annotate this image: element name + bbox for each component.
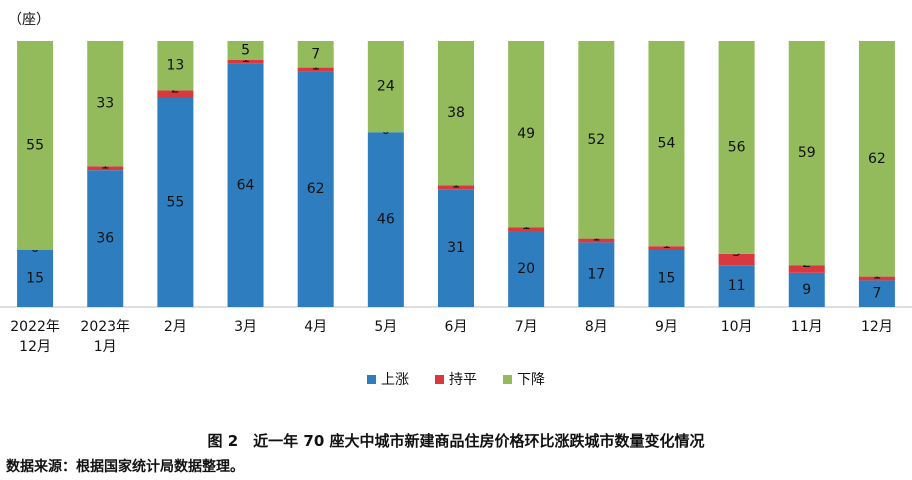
bar-rise-7 (508, 231, 545, 307)
bar-flat-7 (508, 227, 545, 231)
label-rise-8: 17 (587, 267, 605, 283)
bar-rise-6 (438, 189, 474, 307)
label-fall-2: 13 (166, 58, 184, 74)
x-tick-label-0-0: 2022年 (10, 319, 60, 335)
bar-flat-4 (297, 67, 334, 72)
bar-fall-10 (718, 41, 755, 254)
bar-fall-12 (858, 41, 895, 277)
bar-fall-11 (788, 41, 825, 266)
x-tick-label-9: 9月 (655, 319, 678, 335)
x-tick-label-2: 2月 (164, 319, 187, 335)
label-fall-1: 33 (96, 96, 114, 112)
bar-fall-2 (157, 41, 194, 91)
label-rise-7: 20 (517, 261, 535, 277)
x-tick-label-6: 6月 (445, 319, 468, 335)
label-fall-0: 55 (26, 138, 44, 154)
bar-fall-9 (648, 41, 685, 247)
stacked-bar-chart: 150552022年12月361332023年1月552132月64153月62… (0, 41, 912, 355)
y-unit-label: （座） (8, 12, 50, 28)
bar-rise-1 (87, 170, 124, 307)
label-fall-11: 59 (798, 145, 816, 161)
label-rise-10: 11 (728, 278, 746, 294)
legend-swatch-rise (367, 374, 376, 384)
label-fall-4: 7 (311, 46, 320, 62)
bar-flat-1 (87, 166, 124, 171)
label-rise-3: 64 (237, 177, 255, 193)
bar-fall-1 (87, 41, 124, 167)
bar-flat-10 (718, 253, 755, 266)
label-rise-0: 15 (26, 271, 44, 287)
bar-flat-2 (157, 90, 194, 98)
bar-rise-4 (297, 71, 334, 308)
bar-fall-6 (438, 41, 474, 186)
bar-flat-11 (788, 265, 825, 273)
bar-fall-8 (578, 41, 615, 239)
label-rise-12: 7 (872, 286, 881, 302)
legend-item-flat: 持平 (435, 369, 477, 389)
label-fall-3: 5 (241, 43, 250, 59)
bar-rise-11 (788, 272, 825, 307)
label-rise-2: 55 (166, 195, 184, 211)
legend-label-flat: 持平 (449, 372, 477, 388)
bar-rise-2 (157, 98, 194, 307)
label-rise-5: 46 (377, 212, 395, 228)
bar-fall-0 (17, 41, 54, 250)
bar-fall-3 (227, 41, 264, 60)
label-fall-10: 56 (728, 139, 746, 155)
x-tick-label-12: 12月 (861, 319, 893, 335)
bar-flat-6 (438, 185, 474, 190)
label-fall-8: 52 (587, 132, 605, 148)
x-tick-label-10: 10月 (721, 319, 753, 335)
bar-fall-7 (508, 41, 545, 228)
x-tick-label-8: 8月 (585, 319, 608, 335)
x-tick-label-1-1: 1月 (94, 339, 117, 355)
label-fall-9: 54 (658, 136, 676, 152)
label-rise-11: 9 (802, 282, 811, 298)
x-tick-label-3: 3月 (234, 319, 257, 335)
label-rise-1: 36 (96, 231, 114, 247)
label-rise-9: 15 (658, 271, 676, 287)
label-fall-7: 49 (517, 126, 535, 142)
x-tick-label-7: 7月 (515, 319, 538, 335)
bar-rise-10 (718, 265, 755, 307)
x-tick-label-11: 11月 (791, 319, 823, 335)
legend-label-rise: 上涨 (381, 372, 409, 388)
legend-label-fall: 下降 (517, 372, 545, 388)
data-source-note: 数据来源：根据国家统计局数据整理。 (6, 459, 244, 475)
x-tick-label-5: 5月 (374, 319, 397, 335)
bar-flat-3 (227, 60, 264, 64)
label-fall-12: 62 (868, 151, 886, 167)
bar-rise-5 (367, 132, 404, 307)
bar-rise-12 (858, 280, 895, 307)
legend-swatch-fall (503, 374, 512, 384)
legend-item-fall: 下降 (503, 369, 545, 389)
x-tick-label-0-1: 12月 (19, 339, 51, 355)
bar-flat-12 (858, 276, 895, 281)
figure-caption: 图 2 近一年 70 座大中城市新建商品住房价格环比涨跌城市数量变化情况 (207, 432, 705, 450)
legend-swatch-flat (435, 374, 444, 384)
label-rise-6: 31 (447, 240, 465, 256)
legend-item-rise: 上涨 (367, 369, 409, 389)
bar-rise-9 (648, 250, 685, 307)
bar-rise-3 (227, 63, 264, 307)
bar-fall-4 (297, 41, 334, 68)
label-fall-5: 24 (377, 79, 395, 95)
bar-flat-8 (578, 238, 615, 243)
chart-legend: 上涨 持平 下降 (0, 369, 912, 389)
label-rise-4: 62 (307, 181, 325, 197)
bar-rise-8 (578, 242, 615, 307)
bar-flat-9 (648, 246, 685, 250)
label-fall-6: 38 (447, 105, 465, 121)
bar-fall-5 (367, 41, 404, 133)
x-tick-label-4: 4月 (304, 319, 327, 335)
x-tick-label-1-0: 2023年 (80, 319, 130, 335)
bar-rise-0 (17, 250, 54, 307)
